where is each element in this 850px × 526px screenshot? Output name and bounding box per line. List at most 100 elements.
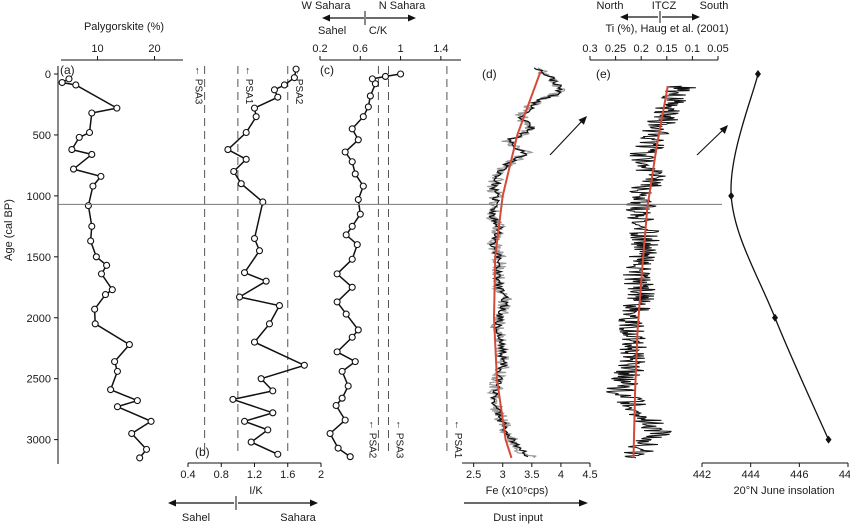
age-tick-label: 1500 xyxy=(27,252,51,264)
data-point xyxy=(338,367,346,375)
data-point xyxy=(754,70,761,78)
panel-a-xlabel: Palygorskite (%) xyxy=(84,21,164,33)
data-point xyxy=(269,387,277,395)
data-point xyxy=(88,150,96,158)
data-point xyxy=(252,113,260,121)
data-point xyxy=(97,270,106,278)
panel-b-psa-markers: ← PSA3 ← PSA1 ← PSA2 xyxy=(193,66,304,452)
x-tick-label: 1.4 xyxy=(433,43,448,55)
data-point xyxy=(356,210,364,218)
x-tick-label: 10 xyxy=(91,43,103,55)
panel-e-plot xyxy=(606,85,696,459)
data-point xyxy=(354,195,362,204)
data-point xyxy=(75,133,83,141)
panel-a-label: (a) xyxy=(60,63,75,77)
x-tick-label: 4.5 xyxy=(582,469,597,481)
arrow-right-head xyxy=(692,13,700,21)
data-point xyxy=(348,158,356,166)
data-point xyxy=(342,310,350,318)
trend-arrow-e xyxy=(696,125,728,156)
data-point xyxy=(353,241,361,249)
age-axis-ticks: 0 500 1000 1500 2000 2500 3000 xyxy=(27,66,59,464)
x-tick-label: 1.2 xyxy=(247,469,262,481)
data-point xyxy=(359,182,367,190)
data-point xyxy=(341,416,349,424)
trend-arrow-line xyxy=(549,119,584,156)
data-point xyxy=(89,182,97,190)
data-point xyxy=(333,348,341,356)
data-point xyxy=(257,375,265,383)
age-tick-label: 3000 xyxy=(27,435,51,447)
data-point xyxy=(354,136,362,144)
data-point xyxy=(125,341,133,349)
trend-arrow-d xyxy=(549,116,587,156)
data-point xyxy=(381,72,390,80)
arrow-right-label: N Sahara xyxy=(379,0,426,12)
x-tick-label: 1.6 xyxy=(280,469,295,481)
series-line xyxy=(226,68,307,455)
dust-input-label: Dust input xyxy=(493,512,543,524)
data-point xyxy=(264,426,272,434)
data-point xyxy=(101,291,110,299)
arrow-left-head xyxy=(168,499,176,507)
data-point xyxy=(354,326,362,334)
x-tick-label: 448 xyxy=(839,469,850,481)
panel-e-xlabel: Ti (%), Haug et al. (2001) xyxy=(605,23,728,35)
data-point xyxy=(342,231,350,239)
data-point xyxy=(235,293,244,301)
data-point xyxy=(113,367,121,375)
data-point xyxy=(728,191,735,200)
arrow-right-label: South xyxy=(700,0,729,12)
x-tick-label: 0.4 xyxy=(180,469,195,481)
data-point xyxy=(69,165,78,173)
data-point xyxy=(250,104,259,112)
data-point xyxy=(240,417,249,425)
data-point xyxy=(88,222,96,230)
data-point xyxy=(351,170,359,178)
age-tick-label: 2000 xyxy=(27,313,51,325)
panel-f-x-ticks: 442 444 446 448 xyxy=(693,462,850,481)
data-point xyxy=(333,270,341,278)
data-point xyxy=(825,435,832,444)
panel-a: (a) Palygorskite (%) 10 20 xyxy=(58,21,183,462)
data-point xyxy=(326,429,334,438)
sahel-sahara-arrow: Sahel Sahara xyxy=(168,496,318,524)
psa-marker-label: ← PSA2 xyxy=(293,66,304,105)
x-tick-label: 0.8 xyxy=(214,469,229,481)
data-point xyxy=(237,180,245,188)
series-line xyxy=(488,67,564,458)
data-point xyxy=(280,81,288,89)
panel-a-plot xyxy=(58,75,155,462)
arrow-right-head xyxy=(310,499,318,507)
x-tick-label: 1 xyxy=(398,43,404,55)
panel-c: (c) C/K Sahel W Sahara N Sahara 0.2 0.6 1 1… xyxy=(302,0,463,461)
data-point xyxy=(259,198,267,206)
data-point xyxy=(242,128,250,137)
data-point xyxy=(344,382,352,390)
x-tick-label: 0.05 xyxy=(707,43,728,55)
x-tick-label: 0.2 xyxy=(312,43,327,55)
data-point xyxy=(332,401,340,410)
data-point xyxy=(84,202,92,210)
data-point xyxy=(91,320,99,328)
data-point xyxy=(68,146,76,154)
data-point xyxy=(255,247,264,255)
panel-c-plot xyxy=(326,70,405,461)
data-point xyxy=(348,283,356,291)
data-point xyxy=(108,286,116,294)
data-point xyxy=(113,403,121,411)
data-point xyxy=(397,70,405,78)
panel-b-label: (b) xyxy=(195,445,210,459)
itcz-arrow: North ITCZ South xyxy=(597,0,729,23)
trend-arrow-head xyxy=(719,125,728,134)
panel-d: (d) Fe (x10⁵cps) 2.5 3 3.5 4 4.5 Dust input xyxy=(462,67,598,524)
dust-input-arrow: Dust input xyxy=(464,499,588,524)
data-point xyxy=(290,74,298,82)
data-point xyxy=(333,298,341,306)
panel-b-x-ticks: 0.4 0.8 1.2 1.6 2 xyxy=(180,462,324,481)
x-tick-label: 2.5 xyxy=(466,469,481,481)
x-tick-label: 444 xyxy=(741,469,759,481)
panel-c-xlabel: C/K xyxy=(369,25,388,37)
data-point xyxy=(359,113,367,121)
